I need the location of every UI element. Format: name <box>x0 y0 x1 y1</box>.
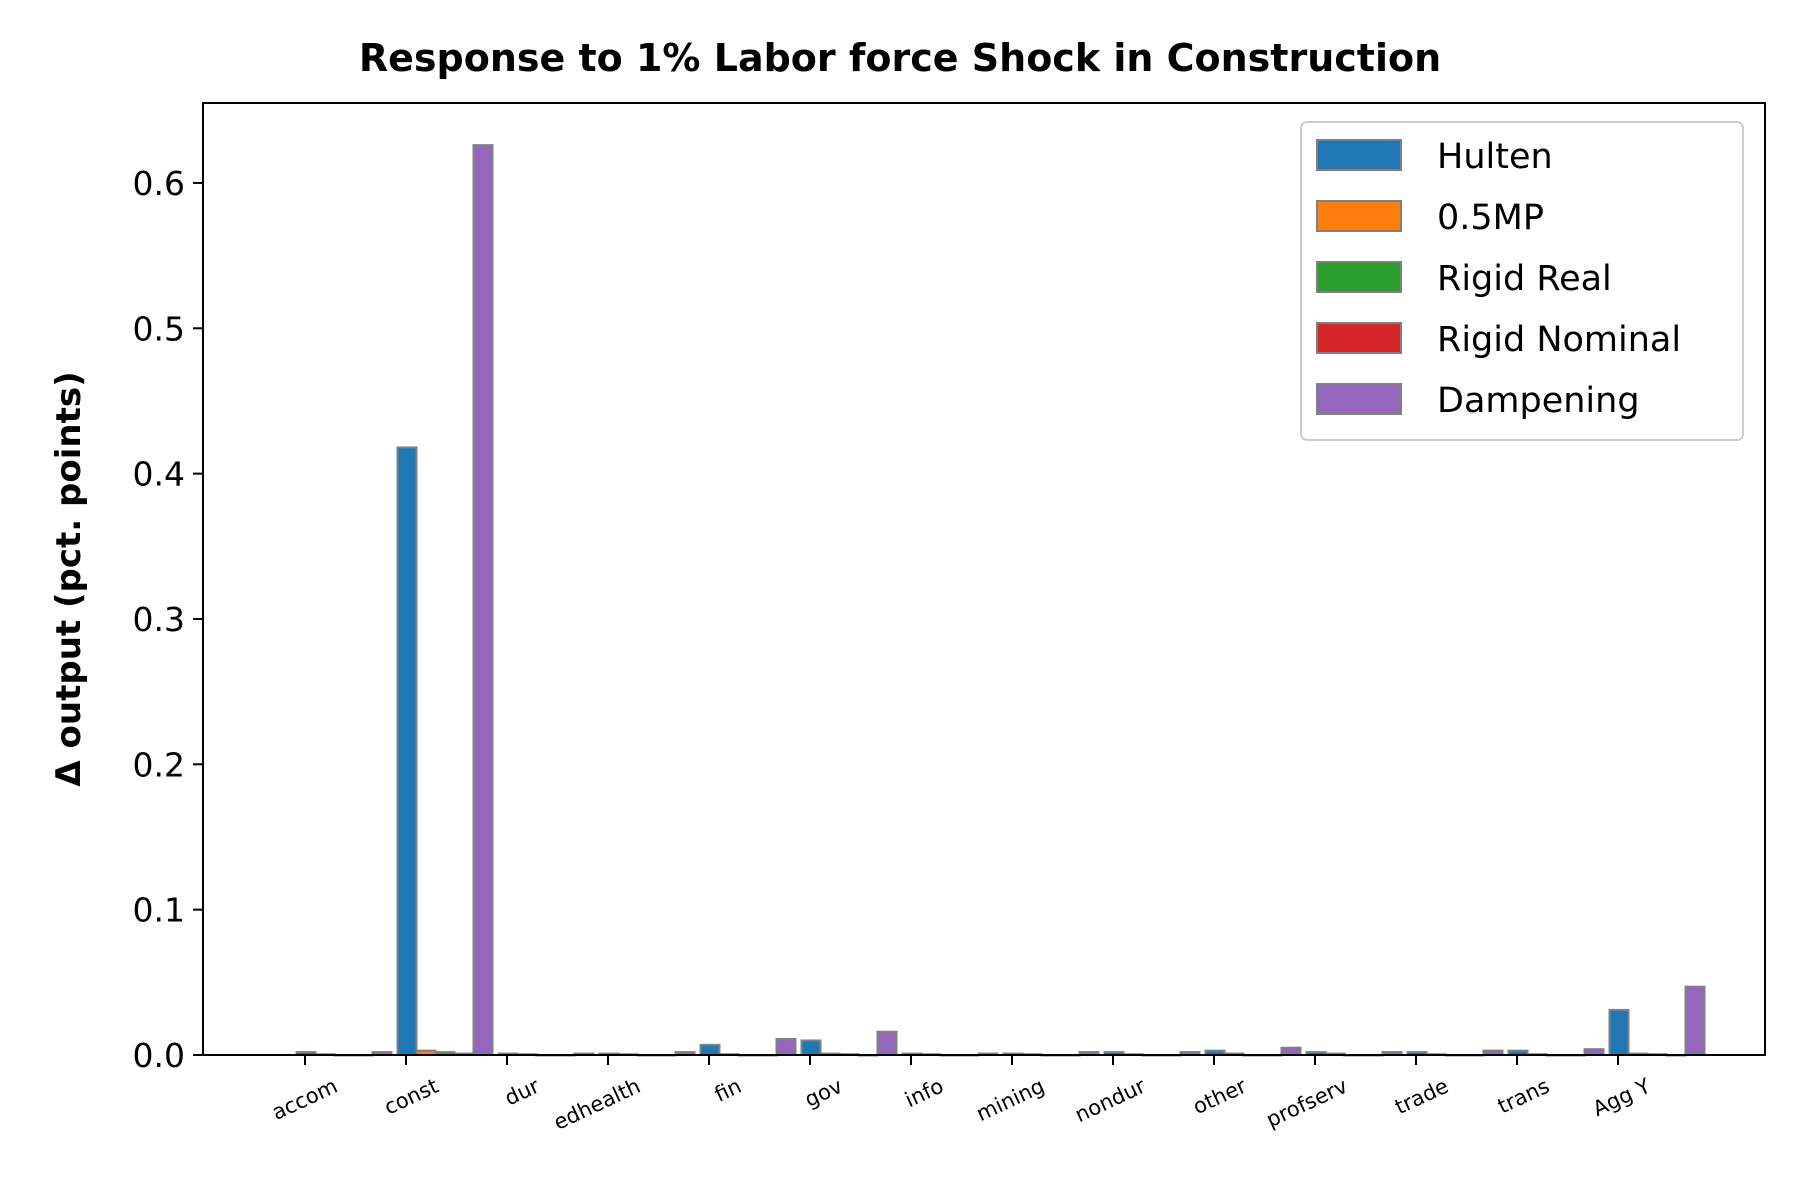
legend-swatch-hulten <box>1316 139 1402 171</box>
x-tick-label: trans <box>1494 1074 1553 1119</box>
legend-label-dampening: Dampening <box>1437 381 1640 421</box>
x-tick-label: fin <box>711 1074 745 1107</box>
legend-swatch-rigid-real <box>1316 261 1402 293</box>
legend: Hulten 0.5MP Rigid Real Rigid Nominal Dampen… <box>1300 121 1744 441</box>
x-tick-label: gov <box>801 1074 846 1112</box>
x-tick-label: mining <box>973 1074 1048 1126</box>
legend-swatch-0-5mp <box>1316 200 1402 232</box>
bar-dampening-fin <box>775 1038 797 1057</box>
bar-hulten-const <box>396 446 418 1056</box>
bar-dampening-gov <box>876 1030 898 1056</box>
legend-label-rigid-real: Rigid Real <box>1437 259 1612 299</box>
bar-hulten-agg-y <box>1608 1008 1630 1057</box>
x-tick-label: other <box>1189 1074 1250 1120</box>
y-tick-label: 0.2 <box>133 745 185 784</box>
x-tick-label: dur <box>501 1074 543 1111</box>
chart-title: Response to 1% Labor force Shock in Cons… <box>358 36 1442 80</box>
bar-dampening-other <box>1280 1046 1302 1056</box>
plot-frame <box>202 102 1766 1056</box>
y-tick-label: 0.1 <box>133 891 185 930</box>
y-axis-label: Δ output (pct. points) <box>49 371 89 786</box>
legend-box <box>1300 121 1744 441</box>
bar-hulten-gov <box>800 1039 822 1056</box>
x-axis: accom const dur edhealth fin gov info mining non… <box>268 1055 1654 1135</box>
y-axis: 0.0 0.1 0.2 0.3 0.4 0.5 0.6 <box>133 164 203 1075</box>
legend-swatch-dampening <box>1316 383 1402 415</box>
x-tick-label: Agg Y <box>1589 1074 1654 1121</box>
legend-label-rigid-nominal: Rigid Nominal <box>1437 320 1681 360</box>
legend-label-0-5mp: 0.5MP <box>1437 198 1544 238</box>
x-tick-label: info <box>901 1074 947 1112</box>
x-tick-label: trade <box>1391 1074 1452 1119</box>
bar-hulten-fin <box>699 1043 721 1056</box>
legend-label-hulten: Hulten <box>1437 137 1553 177</box>
y-tick-label: 0.0 <box>133 1036 185 1075</box>
legend-swatch-rigid-nominal <box>1316 322 1402 354</box>
x-tick-label: profserv <box>1262 1074 1351 1132</box>
bar-dampening-const <box>472 144 494 1056</box>
y-tick-label: 0.5 <box>133 309 185 348</box>
x-tick-label: edhealth <box>550 1074 644 1135</box>
y-tick-label: 0.6 <box>133 164 185 203</box>
x-tick-label: const <box>380 1074 442 1120</box>
y-tick-label: 0.3 <box>133 600 185 639</box>
y-tick-label: 0.4 <box>133 455 185 494</box>
x-tick-label: nondur <box>1071 1074 1149 1127</box>
x-tick-label: accom <box>268 1074 341 1125</box>
bar-dampening-agg-y <box>1684 985 1706 1056</box>
